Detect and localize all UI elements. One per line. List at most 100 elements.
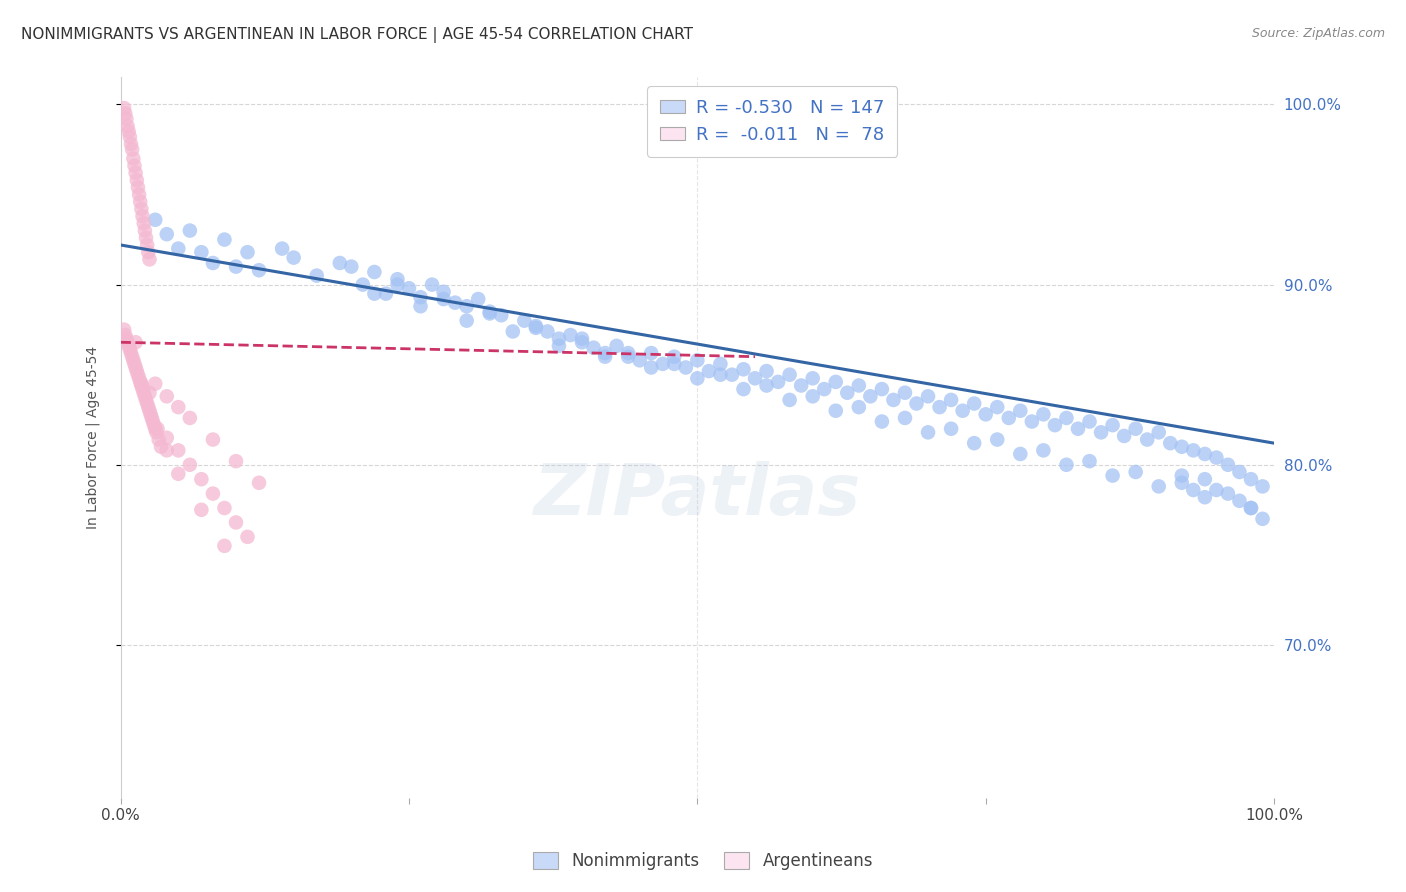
Point — [766, 375, 789, 389]
Point — [502, 325, 524, 339]
Point — [1078, 454, 1101, 468]
Point — [824, 403, 846, 417]
Point — [837, 385, 859, 400]
Point — [1067, 422, 1090, 436]
Point — [363, 286, 385, 301]
Point — [201, 256, 224, 270]
Point — [1171, 475, 1194, 490]
Point — [1021, 415, 1043, 429]
Point — [114, 328, 136, 343]
Point — [870, 382, 893, 396]
Point — [124, 166, 146, 180]
Point — [905, 396, 928, 410]
Point — [117, 335, 139, 350]
Point — [112, 101, 135, 115]
Point — [409, 299, 432, 313]
Point — [283, 251, 305, 265]
Point — [939, 422, 962, 436]
Point — [963, 436, 986, 450]
Text: Source: ZipAtlas.com: Source: ZipAtlas.com — [1251, 27, 1385, 40]
Legend: Nonimmigrants, Argentineans: Nonimmigrants, Argentineans — [526, 845, 880, 877]
Point — [1054, 411, 1077, 425]
Point — [132, 385, 155, 400]
Point — [115, 332, 138, 346]
Point — [444, 295, 467, 310]
Point — [548, 339, 571, 353]
Point — [352, 277, 374, 292]
Point — [628, 353, 651, 368]
Point — [121, 143, 143, 157]
Point — [225, 260, 247, 274]
Point — [136, 245, 159, 260]
Point — [593, 350, 616, 364]
Point — [1147, 479, 1170, 493]
Point — [1194, 447, 1216, 461]
Point — [156, 443, 179, 458]
Point — [122, 152, 145, 166]
Point — [132, 216, 155, 230]
Point — [790, 378, 813, 392]
Point — [894, 411, 917, 425]
Point — [721, 368, 744, 382]
Point — [179, 223, 201, 237]
Point — [894, 385, 917, 400]
Point — [963, 396, 986, 410]
Point — [131, 378, 153, 392]
Point — [127, 180, 149, 194]
Point — [548, 332, 571, 346]
Point — [986, 400, 1008, 414]
Point — [1194, 490, 1216, 504]
Point — [606, 339, 628, 353]
Point — [939, 392, 962, 407]
Point — [201, 433, 224, 447]
Point — [225, 454, 247, 468]
Point — [848, 400, 870, 414]
Point — [363, 265, 385, 279]
Point — [135, 231, 157, 245]
Point — [1182, 483, 1205, 497]
Point — [1125, 465, 1147, 479]
Point — [593, 346, 616, 360]
Point — [118, 124, 141, 138]
Point — [824, 375, 846, 389]
Point — [420, 277, 443, 292]
Point — [148, 433, 170, 447]
Point — [1010, 447, 1032, 461]
Point — [374, 286, 396, 301]
Point — [131, 202, 153, 216]
Point — [917, 425, 939, 440]
Point — [134, 389, 156, 403]
Point — [744, 371, 766, 385]
Point — [524, 321, 547, 335]
Point — [675, 360, 697, 375]
Point — [986, 433, 1008, 447]
Point — [139, 407, 162, 421]
Point — [120, 346, 142, 360]
Point — [882, 392, 904, 407]
Point — [1251, 479, 1274, 493]
Point — [733, 382, 755, 396]
Point — [236, 245, 259, 260]
Point — [143, 422, 166, 436]
Point — [697, 364, 720, 378]
Point — [1182, 443, 1205, 458]
Point — [1251, 512, 1274, 526]
Point — [201, 486, 224, 500]
Point — [136, 238, 159, 252]
Point — [478, 306, 501, 320]
Point — [143, 212, 166, 227]
Point — [131, 209, 153, 223]
Point — [409, 290, 432, 304]
Point — [118, 343, 141, 357]
Point — [1205, 450, 1227, 465]
Point — [433, 285, 456, 299]
Point — [190, 245, 212, 260]
Point — [560, 328, 582, 343]
Point — [478, 304, 501, 318]
Point — [1054, 458, 1077, 472]
Point — [141, 411, 163, 425]
Point — [145, 425, 167, 440]
Point — [1229, 465, 1251, 479]
Point — [571, 335, 593, 350]
Point — [124, 360, 146, 375]
